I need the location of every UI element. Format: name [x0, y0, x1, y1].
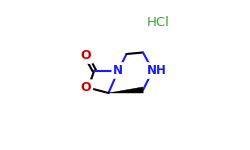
Text: O: O [81, 81, 91, 94]
Text: NH: NH [146, 64, 167, 77]
Text: N: N [113, 64, 123, 77]
Text: HCl: HCl [146, 16, 170, 29]
Text: O: O [81, 49, 91, 62]
Polygon shape [108, 87, 143, 93]
